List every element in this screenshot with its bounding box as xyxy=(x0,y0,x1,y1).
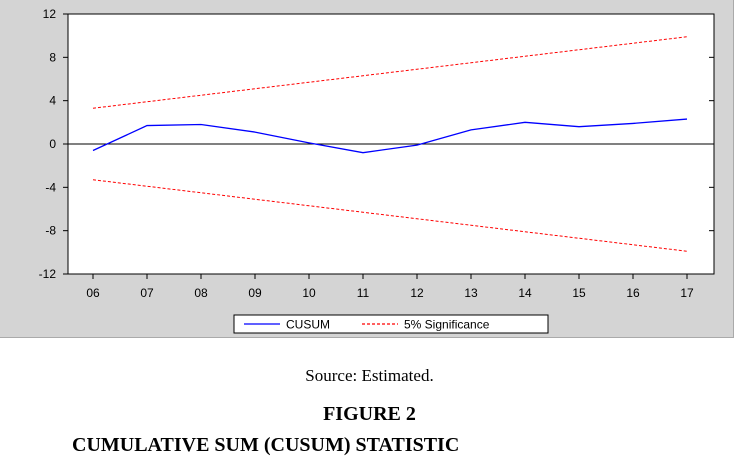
legend-label-cusum: CUSUM xyxy=(286,318,330,332)
y-tick-label: -4 xyxy=(45,180,56,194)
legend-label-significance: 5% Significance xyxy=(404,318,490,332)
chart-marks: 12 8 4 0 -4 -8 -12 06 07 08 09 10 11 12 13 14 15 16 17 xyxy=(39,7,714,300)
y-tick-label: -12 xyxy=(39,267,57,281)
legend-frame xyxy=(233,314,549,334)
y-tick-label: 0 xyxy=(49,137,56,151)
x-tick-label: 11 xyxy=(357,286,370,300)
x-tick-label: 16 xyxy=(626,286,640,300)
figure-title: CUMULATIVE SUM (CUSUM) STATISTIC xyxy=(72,434,460,456)
source-note: Source: Estimated. xyxy=(305,366,434,385)
y-tick-label: 8 xyxy=(49,50,56,64)
legend: CUSUM 5% Significance xyxy=(233,314,549,334)
x-tick-label: 13 xyxy=(464,286,478,300)
series-line-cusum xyxy=(92,118,688,154)
x-tick-label: 12 xyxy=(410,286,424,300)
figure-number: FIGURE 2 xyxy=(323,403,416,425)
x-tick-label: 09 xyxy=(248,286,262,300)
y-tick-label: -8 xyxy=(45,224,56,238)
x-tick-label: 15 xyxy=(572,286,586,300)
cusum-chart: 12 8 4 0 -4 -8 -12 06 07 08 09 10 11 12 13 14 15 16 17 CUS… xyxy=(39,7,715,334)
x-tick-label: 10 xyxy=(302,286,316,300)
x-tick-label: 14 xyxy=(518,286,532,300)
x-tick-label: 06 xyxy=(86,286,100,300)
y-tick-label: 4 xyxy=(49,94,56,108)
x-tick-label: 08 xyxy=(194,286,208,300)
chart-frame: 12 8 4 0 -4 -8 -12 06 07 08 09 10 11 12 13 14 15 16 17 CUS… xyxy=(0,0,734,338)
y-tick-label: 12 xyxy=(43,7,57,21)
x-tick-label: 07 xyxy=(140,286,154,300)
x-tick-label: 17 xyxy=(680,286,694,300)
